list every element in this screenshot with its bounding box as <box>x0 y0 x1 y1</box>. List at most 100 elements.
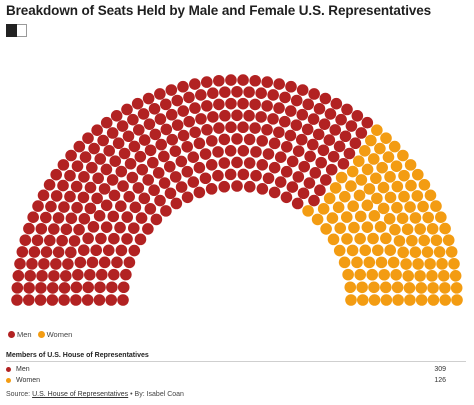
seat-men[interactable] <box>256 183 269 195</box>
seat-men[interactable] <box>115 200 127 212</box>
seat-men[interactable] <box>106 174 119 186</box>
seat-men[interactable] <box>138 192 151 205</box>
seat-men[interactable] <box>169 171 182 183</box>
seat-men[interactable] <box>206 135 218 147</box>
seat-women[interactable] <box>430 234 443 247</box>
seat-men[interactable] <box>106 281 118 294</box>
seat-women[interactable] <box>346 165 359 178</box>
seat-men[interactable] <box>177 80 189 93</box>
seat-men[interactable] <box>107 210 120 223</box>
seat-men[interactable] <box>237 121 249 134</box>
seat-men[interactable] <box>256 135 269 147</box>
seat-men[interactable] <box>60 223 73 236</box>
seat-men[interactable] <box>243 86 255 98</box>
seat-women[interactable] <box>371 192 383 205</box>
seat-men[interactable] <box>193 186 206 199</box>
seat-men[interactable] <box>152 167 165 179</box>
seat-men[interactable] <box>224 168 237 181</box>
seat-men[interactable] <box>320 174 332 186</box>
seat-women[interactable] <box>361 163 374 176</box>
seat-men[interactable] <box>319 92 332 105</box>
seat-men[interactable] <box>12 270 25 282</box>
seat-men[interactable] <box>255 111 267 123</box>
seat-men[interactable] <box>122 130 135 143</box>
seat-men[interactable] <box>308 194 320 207</box>
seat-men[interactable] <box>199 148 212 160</box>
seat-men[interactable] <box>195 113 207 125</box>
seat-men[interactable] <box>11 282 24 294</box>
seat-men[interactable] <box>261 123 273 136</box>
seat-men[interactable] <box>128 244 141 257</box>
seat-men[interactable] <box>84 181 97 194</box>
seat-men[interactable] <box>345 120 358 132</box>
seat-women[interactable] <box>430 200 442 212</box>
seat-women[interactable] <box>390 269 402 281</box>
seat-men[interactable] <box>249 74 261 87</box>
seat-women[interactable] <box>352 155 365 167</box>
seat-men[interactable] <box>106 127 119 139</box>
seat-men[interactable] <box>43 178 56 191</box>
seat-women[interactable] <box>391 180 404 193</box>
seat-men[interactable] <box>177 105 190 117</box>
seat-men[interactable] <box>189 78 201 90</box>
seat-women[interactable] <box>354 268 367 281</box>
seat-men[interactable] <box>207 111 219 123</box>
seat-men[interactable] <box>309 167 322 179</box>
seat-men[interactable] <box>181 140 194 153</box>
seat-men[interactable] <box>315 156 327 169</box>
seat-women[interactable] <box>367 232 379 245</box>
seat-women[interactable] <box>374 142 386 155</box>
seat-women[interactable] <box>389 223 401 236</box>
seat-men[interactable] <box>189 102 201 114</box>
seat-men[interactable] <box>187 176 200 188</box>
seat-men[interactable] <box>218 157 231 169</box>
seat-men[interactable] <box>193 137 206 150</box>
seat-men[interactable] <box>38 258 50 270</box>
seat-men[interactable] <box>148 103 161 115</box>
seat-men[interactable] <box>132 182 145 194</box>
seat-men[interactable] <box>361 116 374 129</box>
seat-men[interactable] <box>175 181 188 193</box>
seat-men[interactable] <box>231 133 243 145</box>
seat-women[interactable] <box>391 281 404 294</box>
seat-men[interactable] <box>86 161 98 174</box>
seat-women[interactable] <box>384 191 397 204</box>
seat-men[interactable] <box>330 97 343 110</box>
seat-men[interactable] <box>50 168 63 181</box>
seat-men[interactable] <box>329 124 342 136</box>
seat-men[interactable] <box>137 108 150 120</box>
seat-men[interactable] <box>86 256 99 269</box>
seat-men[interactable] <box>250 169 262 182</box>
seat-men[interactable] <box>267 89 279 101</box>
seat-women[interactable] <box>302 205 314 217</box>
seat-men[interactable] <box>339 130 352 143</box>
seat-men[interactable] <box>279 91 291 104</box>
seat-men[interactable] <box>296 108 309 121</box>
seat-women[interactable] <box>392 294 404 306</box>
seat-men[interactable] <box>22 294 35 306</box>
seat-men[interactable] <box>70 294 82 306</box>
seat-men[interactable] <box>295 133 308 146</box>
seat-men[interactable] <box>64 169 76 182</box>
seat-men[interactable] <box>237 168 250 181</box>
seat-men[interactable] <box>94 281 106 294</box>
seat-women[interactable] <box>368 281 380 294</box>
seat-men[interactable] <box>237 97 249 110</box>
seat-men[interactable] <box>105 294 118 306</box>
seat-men[interactable] <box>16 246 29 258</box>
seat-women[interactable] <box>376 161 388 174</box>
seat-men[interactable] <box>40 211 52 224</box>
seat-women[interactable] <box>391 201 403 214</box>
seat-men[interactable] <box>205 183 218 195</box>
seat-men[interactable] <box>183 115 195 128</box>
seat-women[interactable] <box>342 268 354 281</box>
seat-men[interactable] <box>111 256 123 269</box>
seat-men[interactable] <box>35 222 48 235</box>
seat-men[interactable] <box>31 234 44 247</box>
seat-men[interactable] <box>95 268 108 281</box>
seat-women[interactable] <box>372 244 384 257</box>
seat-men[interactable] <box>52 212 65 224</box>
seat-men[interactable] <box>108 189 121 202</box>
seat-men[interactable] <box>189 126 201 139</box>
seat-men[interactable] <box>323 134 336 146</box>
